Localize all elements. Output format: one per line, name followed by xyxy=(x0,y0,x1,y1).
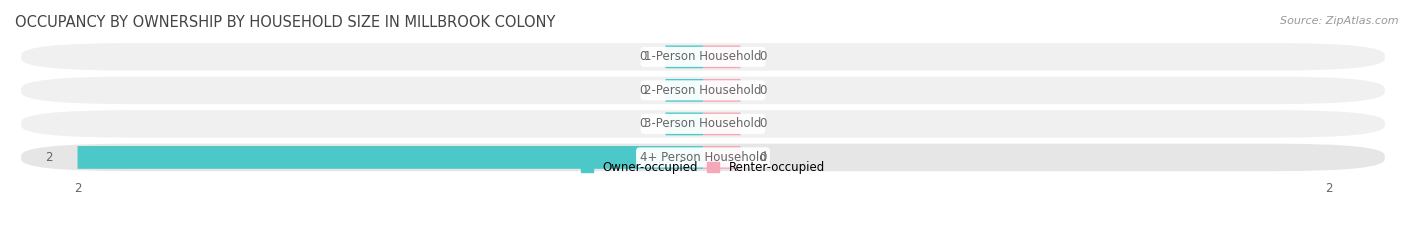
FancyBboxPatch shape xyxy=(665,79,703,102)
FancyBboxPatch shape xyxy=(21,77,1385,104)
Text: 0: 0 xyxy=(640,117,647,130)
Text: 2: 2 xyxy=(45,151,52,164)
Text: OCCUPANCY BY OWNERSHIP BY HOUSEHOLD SIZE IN MILLBROOK COLONY: OCCUPANCY BY OWNERSHIP BY HOUSEHOLD SIZE… xyxy=(15,15,555,30)
Text: 0: 0 xyxy=(640,50,647,63)
Text: 0: 0 xyxy=(759,50,766,63)
Text: 0: 0 xyxy=(759,151,766,164)
Text: Source: ZipAtlas.com: Source: ZipAtlas.com xyxy=(1281,16,1399,26)
Text: 1-Person Household: 1-Person Household xyxy=(644,50,762,63)
FancyBboxPatch shape xyxy=(703,45,741,68)
FancyBboxPatch shape xyxy=(665,45,703,68)
Text: 3-Person Household: 3-Person Household xyxy=(644,117,762,130)
Text: 2-Person Household: 2-Person Household xyxy=(644,84,762,97)
FancyBboxPatch shape xyxy=(21,43,1385,71)
FancyBboxPatch shape xyxy=(21,110,1385,138)
FancyBboxPatch shape xyxy=(703,146,741,169)
FancyBboxPatch shape xyxy=(703,79,741,102)
FancyBboxPatch shape xyxy=(703,113,741,135)
Text: 0: 0 xyxy=(640,84,647,97)
Text: 4+ Person Household: 4+ Person Household xyxy=(640,151,766,164)
Text: 0: 0 xyxy=(759,117,766,130)
Legend: Owner-occupied, Renter-occupied: Owner-occupied, Renter-occupied xyxy=(576,156,830,179)
FancyBboxPatch shape xyxy=(77,146,703,169)
Text: 0: 0 xyxy=(759,84,766,97)
FancyBboxPatch shape xyxy=(665,113,703,135)
FancyBboxPatch shape xyxy=(21,144,1385,171)
